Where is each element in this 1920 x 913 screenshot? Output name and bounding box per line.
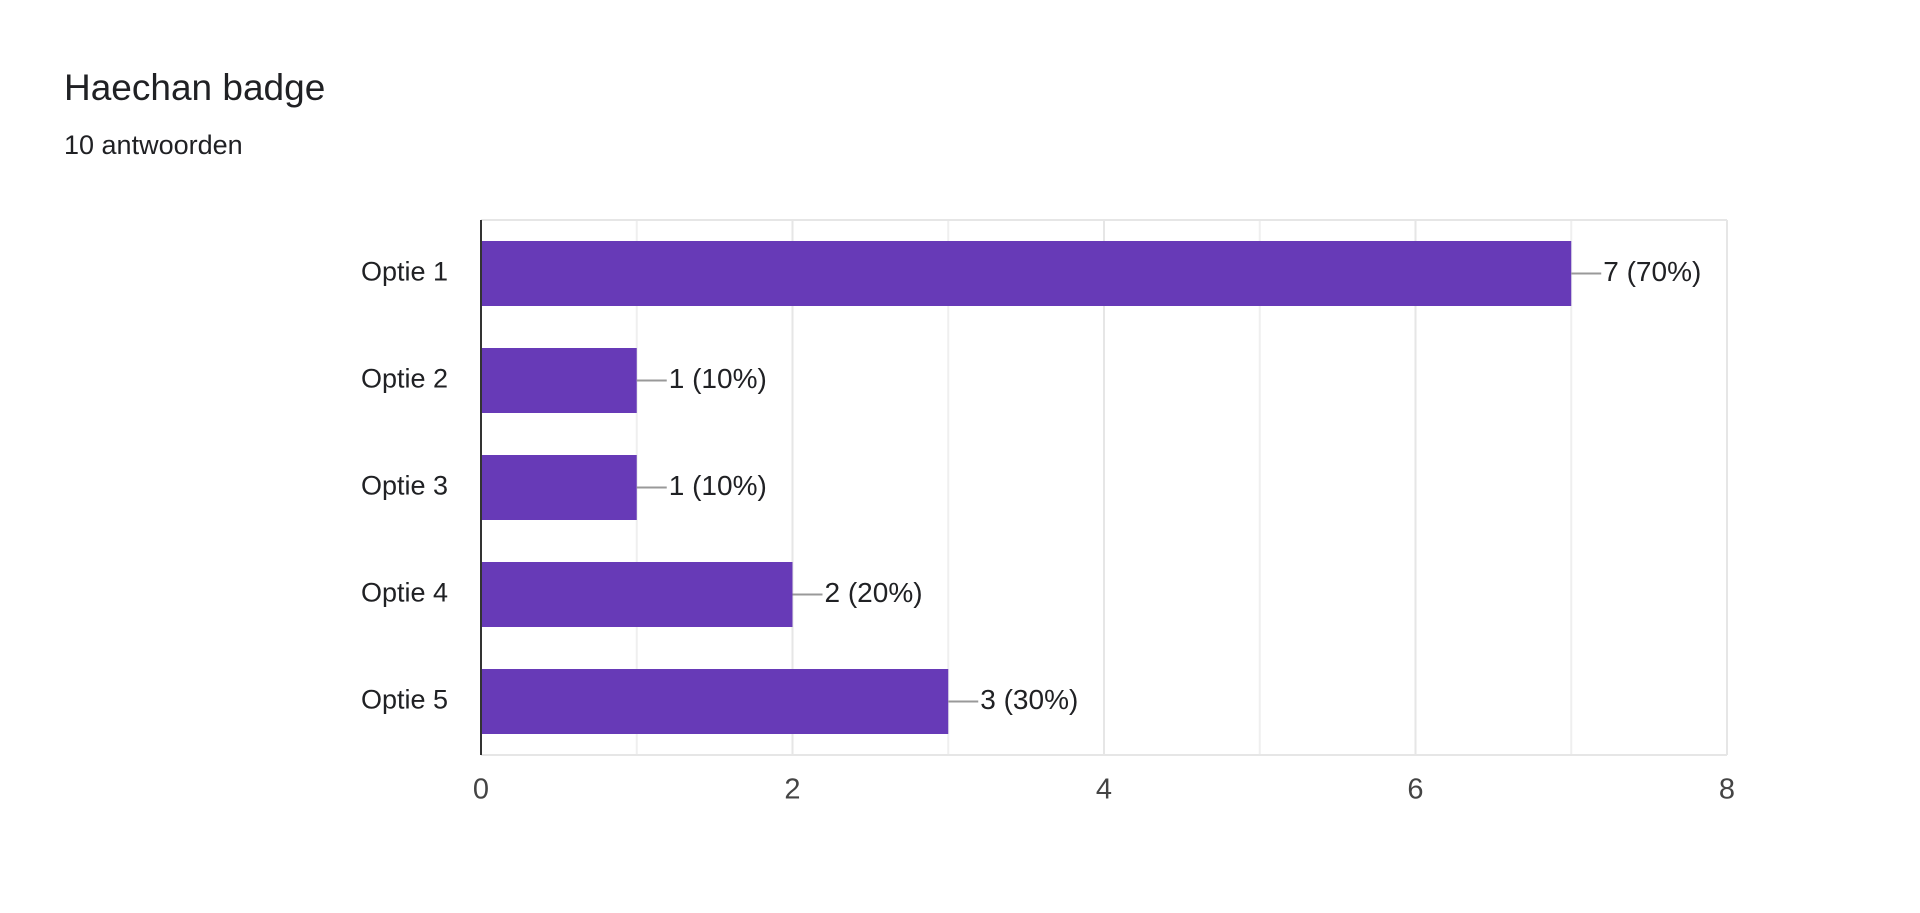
y-tick-label: Optie 4 xyxy=(361,578,448,608)
x-tick-label: 0 xyxy=(473,774,489,806)
bar xyxy=(481,348,637,413)
y-tick-label: Optie 5 xyxy=(361,685,448,715)
bar xyxy=(481,241,1572,306)
x-tick-label: 2 xyxy=(784,774,800,806)
value-label: 1 (10%) xyxy=(669,470,767,501)
y-tick-label: Optie 2 xyxy=(361,364,448,394)
value-label: 7 (70%) xyxy=(1603,256,1701,287)
bar xyxy=(481,562,793,627)
bar xyxy=(481,455,637,520)
value-label: 3 (30%) xyxy=(980,684,1078,715)
chart-title: Haechan badge xyxy=(64,67,325,108)
x-tick-label: 6 xyxy=(1407,774,1423,806)
x-tick-label: 4 xyxy=(1096,774,1112,806)
bar xyxy=(481,669,949,734)
value-label: 2 (20%) xyxy=(825,577,923,608)
value-label: 1 (10%) xyxy=(669,363,767,394)
x-tick-label: 8 xyxy=(1719,774,1735,806)
y-tick-label: Optie 3 xyxy=(361,471,448,501)
chart-subtitle: 10 antwoorden xyxy=(64,130,243,160)
y-tick-label: Optie 1 xyxy=(361,257,448,287)
